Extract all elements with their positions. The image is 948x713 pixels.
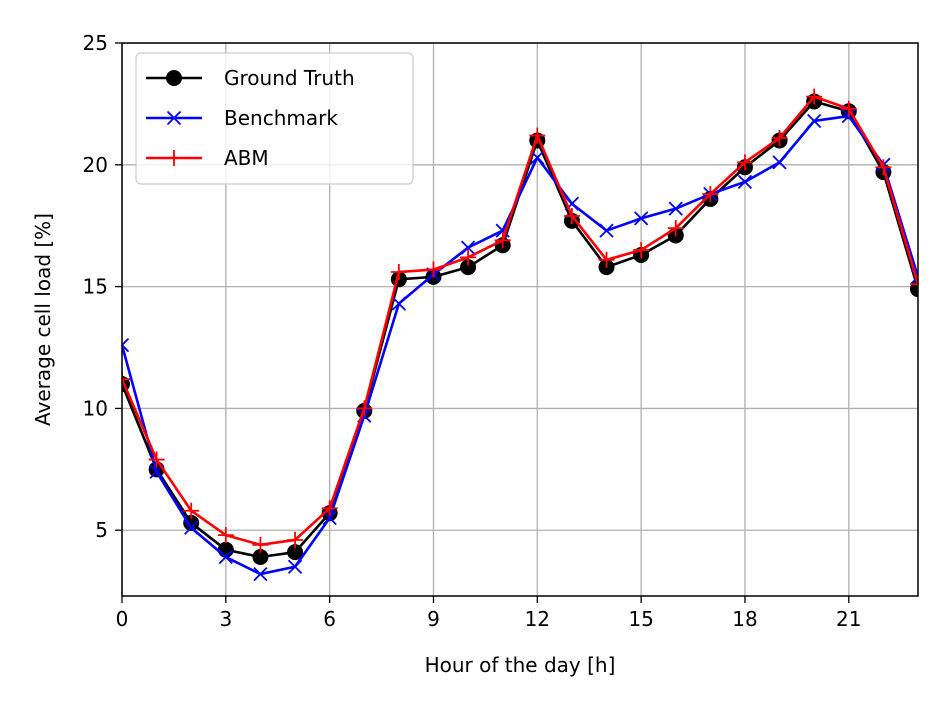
legend-label: Benchmark bbox=[224, 106, 338, 130]
data-point-abm bbox=[122, 371, 130, 388]
data-point-benchmark bbox=[391, 296, 407, 311]
data-point-abm bbox=[806, 88, 823, 105]
data-point-benchmark bbox=[807, 113, 822, 129]
data-point-abm bbox=[702, 186, 719, 203]
data-point-abm bbox=[148, 451, 165, 468]
marker-stroke bbox=[218, 549, 233, 565]
data-point-benchmark bbox=[530, 150, 545, 165]
y-axis-title: Average cell load [%] bbox=[31, 213, 55, 426]
series-abm bbox=[122, 88, 918, 553]
data-point-abm bbox=[563, 207, 580, 224]
data-point-abm bbox=[183, 502, 200, 519]
data-point-abm bbox=[633, 242, 650, 259]
data-point-benchmark bbox=[460, 240, 476, 255]
marker-stroke bbox=[287, 559, 303, 574]
data-point-benchmark bbox=[253, 566, 268, 582]
marker-stroke bbox=[633, 211, 649, 226]
data-point-ground-truth bbox=[910, 281, 918, 298]
marker-stroke bbox=[599, 223, 614, 238]
marker-stroke bbox=[460, 240, 476, 255]
axis-ticks: 0 3 6 9 12 15 18 21 5 10 15 20 25 bbox=[83, 31, 862, 631]
series-layer bbox=[122, 88, 918, 582]
data-point-abm bbox=[598, 251, 615, 268]
data-point-abm bbox=[840, 100, 857, 117]
data-point-benchmark bbox=[218, 549, 233, 565]
x-tick-label: 3 bbox=[219, 607, 232, 631]
legend-item-benchmark: Benchmark bbox=[146, 106, 338, 130]
data-point-benchmark bbox=[287, 559, 303, 574]
x-axis-title: Hour of the day [h] bbox=[425, 653, 616, 677]
data-point-abm bbox=[771, 130, 788, 147]
data-point-abm bbox=[321, 500, 338, 517]
data-point-benchmark bbox=[772, 155, 787, 170]
plot-frame bbox=[121, 42, 919, 597]
legend-item-abm: ABM bbox=[146, 146, 269, 170]
data-point-abm bbox=[460, 249, 477, 266]
legend-label: ABM bbox=[224, 146, 269, 170]
legend-marker bbox=[166, 70, 182, 86]
x-tick-label: 18 bbox=[732, 607, 757, 631]
x-tick-label: 0 bbox=[116, 607, 129, 631]
data-point-abm bbox=[425, 261, 442, 278]
y-tick-label: 15 bbox=[83, 275, 108, 299]
data-point-abm bbox=[356, 400, 373, 417]
y-tick-label: 5 bbox=[95, 518, 108, 542]
marker-stroke bbox=[122, 337, 130, 347]
series-benchmark bbox=[122, 108, 918, 582]
y-tick-label: 25 bbox=[83, 31, 108, 55]
data-point-benchmark bbox=[599, 223, 614, 238]
marker-stroke bbox=[253, 566, 268, 582]
data-point-abm bbox=[217, 527, 234, 544]
x-tick-label: 12 bbox=[525, 607, 550, 631]
marker-stroke bbox=[166, 110, 182, 126]
series-line-abm bbox=[122, 95, 918, 547]
x-tick-label: 15 bbox=[628, 607, 653, 631]
marker-stroke bbox=[122, 343, 130, 353]
legend-marker bbox=[166, 110, 182, 126]
marker-stroke bbox=[322, 510, 337, 526]
marker-stroke bbox=[530, 150, 545, 165]
data-point-ground-truth bbox=[217, 541, 234, 558]
data-point-abm bbox=[390, 263, 407, 280]
legend: Ground Truth Benchmark ABM bbox=[135, 52, 414, 185]
data-point-benchmark bbox=[668, 201, 683, 216]
legend-marker bbox=[166, 150, 182, 166]
marker-stroke bbox=[910, 275, 918, 285]
legend-box bbox=[135, 52, 414, 185]
marker-stroke bbox=[772, 155, 787, 170]
marker-stroke bbox=[737, 174, 753, 189]
data-point-benchmark bbox=[184, 520, 199, 535]
data-point-abm bbox=[494, 232, 511, 249]
y-tick-label: 10 bbox=[83, 396, 108, 420]
legend-item-ground-truth: Ground Truth bbox=[146, 66, 355, 90]
data-point-abm bbox=[252, 536, 269, 553]
data-point-abm bbox=[529, 127, 546, 144]
marker-stroke bbox=[668, 201, 683, 216]
marker-stroke bbox=[391, 296, 407, 311]
data-point-benchmark bbox=[737, 174, 753, 189]
legend-label: Ground Truth bbox=[224, 66, 355, 90]
data-point-abm bbox=[875, 159, 892, 176]
data-point-benchmark bbox=[122, 337, 130, 353]
x-tick-label: 9 bbox=[427, 607, 440, 631]
data-point-abm bbox=[667, 220, 684, 237]
x-tick-label: 21 bbox=[836, 607, 861, 631]
data-point-benchmark bbox=[633, 211, 649, 226]
data-point-abm bbox=[287, 531, 304, 548]
y-tick-label: 20 bbox=[83, 153, 108, 177]
marker-stroke bbox=[184, 520, 199, 535]
x-tick-label: 6 bbox=[323, 607, 336, 631]
data-point-abm bbox=[736, 154, 753, 171]
data-point-abm bbox=[910, 276, 918, 293]
marker-stroke bbox=[807, 113, 822, 129]
